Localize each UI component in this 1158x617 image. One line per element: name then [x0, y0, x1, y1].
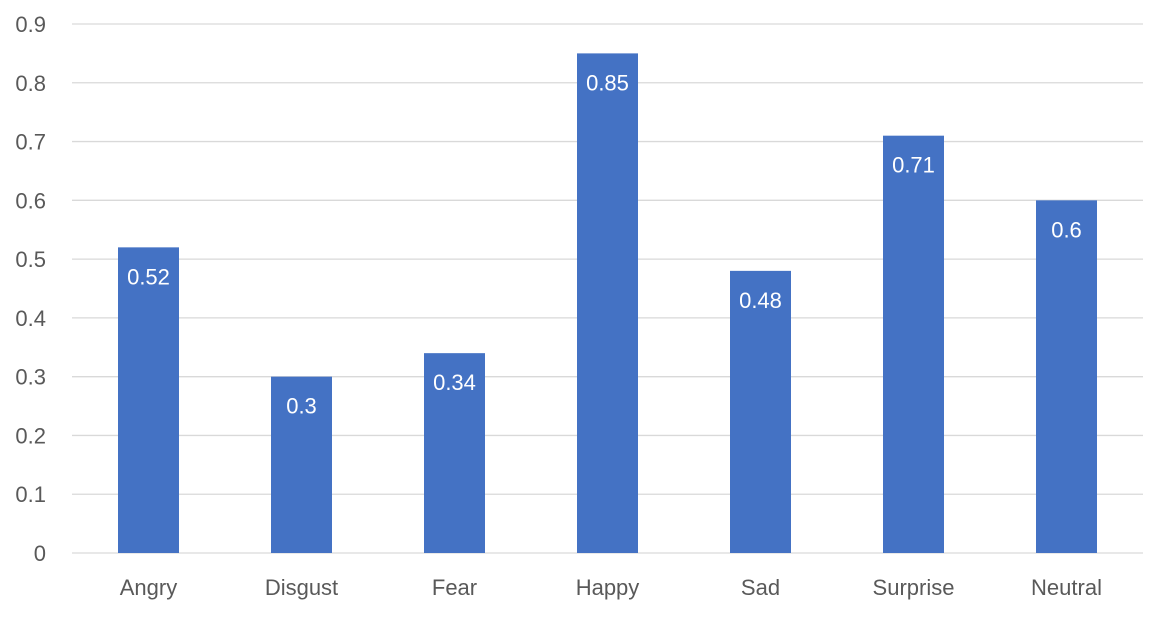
x-category-label: Happy: [576, 575, 640, 600]
bar-sad: [730, 270, 791, 553]
data-label: 0.48: [739, 288, 782, 313]
x-category-label: Fear: [432, 575, 477, 600]
bar-neutral: [1036, 200, 1097, 554]
x-axis-categories: Angry Disgust Fear Happy Sad Surprise Neutral: [120, 575, 1102, 600]
y-tick-label: 0.6: [15, 188, 46, 213]
bar-happy: [577, 53, 638, 554]
data-label: 0.3: [286, 394, 317, 419]
bar-disgust: [271, 376, 332, 553]
y-tick-label: 0.7: [15, 130, 46, 155]
y-tick-label: 0.5: [15, 247, 46, 272]
y-tick-label: 0.9: [15, 12, 46, 37]
data-label: 0.34: [433, 370, 476, 395]
x-category-label: Disgust: [265, 575, 338, 600]
data-label: 0.52: [127, 264, 170, 289]
y-tick-label: 0.2: [15, 423, 46, 448]
y-tick-label: 0.1: [15, 482, 46, 507]
x-category-label: Surprise: [873, 575, 955, 600]
data-label: 0.6: [1051, 217, 1082, 242]
bar-fear: [424, 353, 485, 553]
y-tick-label: 0.4: [15, 306, 46, 331]
x-category-label: Neutral: [1031, 575, 1102, 600]
y-tick-label: 0: [34, 541, 46, 566]
data-labels: 0.52 0.3 0.34 0.85 0.48 0.71 0.6: [127, 70, 1082, 418]
bars: [118, 53, 1097, 554]
data-label: 0.71: [892, 153, 935, 178]
x-category-label: Angry: [120, 575, 177, 600]
y-tick-label: 0.8: [15, 71, 46, 96]
data-label: 0.85: [586, 70, 629, 95]
y-axis-ticks: 0 0.1 0.2 0.3 0.4 0.5 0.6 0.7 0.8 0.9: [15, 12, 46, 566]
y-tick-label: 0.3: [15, 365, 46, 390]
bar-surprise: [883, 135, 944, 553]
bar-angry: [118, 247, 179, 553]
x-category-label: Sad: [741, 575, 780, 600]
